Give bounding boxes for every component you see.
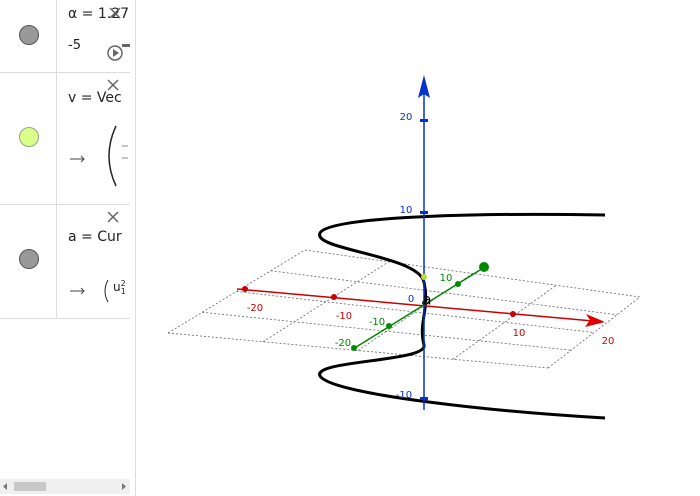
output-var-text: u <box>113 280 121 294</box>
curve[interactable] <box>318 212 606 420</box>
y-label: -10 <box>369 317 385 328</box>
point-label: a <box>422 291 431 309</box>
grid-line <box>452 284 557 360</box>
grid-line <box>357 273 473 351</box>
slider-min: -5 <box>68 38 81 53</box>
icons[interactable] <box>66 76 130 196</box>
x-axis <box>236 288 594 322</box>
grid-line <box>262 261 389 343</box>
algebra-item: v = Vec <box>0 72 130 205</box>
y-label: 10 <box>440 273 453 284</box>
z-label: 20 <box>400 112 413 123</box>
graphics-3d[interactable]: 20 10 -10 -20 -10 10 20 -20 -10 10 0 a <box>136 0 700 496</box>
algebra-item: a = Cur u21 <box>0 204 130 319</box>
grid-line <box>202 311 572 351</box>
item-text[interactable]: v = Vec <box>68 90 122 106</box>
x-label: -20 <box>247 303 263 314</box>
scrollbar[interactable] <box>0 479 130 494</box>
item-text[interactable]: a = Cur <box>68 229 122 245</box>
x-label: 10 <box>513 328 526 339</box>
y-label: -20 <box>335 338 351 349</box>
visibility-toggle[interactable] <box>19 249 39 269</box>
icons[interactable] <box>104 4 130 64</box>
output-sub: 1 <box>120 287 126 297</box>
algebra-panel: α = 1.27 -5 v = Vec a = Cur <box>0 0 136 496</box>
visibility-toggle[interactable] <box>19 25 39 45</box>
grid-line <box>547 296 641 369</box>
z-label: -10 <box>396 390 412 401</box>
visibility-toggle[interactable] <box>19 127 39 147</box>
x-label: 20 <box>602 336 615 347</box>
algebra-item: α = 1.27 -5 <box>0 0 130 73</box>
output-sup: 2 <box>120 279 126 288</box>
origin-label: 0 <box>408 294 414 305</box>
x-label: -10 <box>336 311 352 322</box>
output-var: u21 <box>113 279 126 296</box>
icons[interactable] <box>66 206 130 306</box>
z-label: 10 <box>400 205 413 216</box>
grid-line <box>304 249 641 298</box>
item-text[interactable]: α = 1.27 <box>68 6 130 22</box>
